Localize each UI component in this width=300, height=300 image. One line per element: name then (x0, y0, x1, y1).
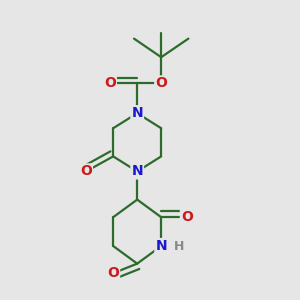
Text: O: O (107, 266, 119, 280)
Text: N: N (155, 239, 167, 253)
Text: H: H (174, 239, 184, 253)
Text: N: N (131, 164, 143, 178)
Text: O: O (181, 210, 193, 224)
Text: N: N (131, 106, 143, 120)
Text: O: O (80, 164, 92, 178)
Text: O: O (104, 76, 116, 90)
Text: O: O (155, 76, 167, 90)
